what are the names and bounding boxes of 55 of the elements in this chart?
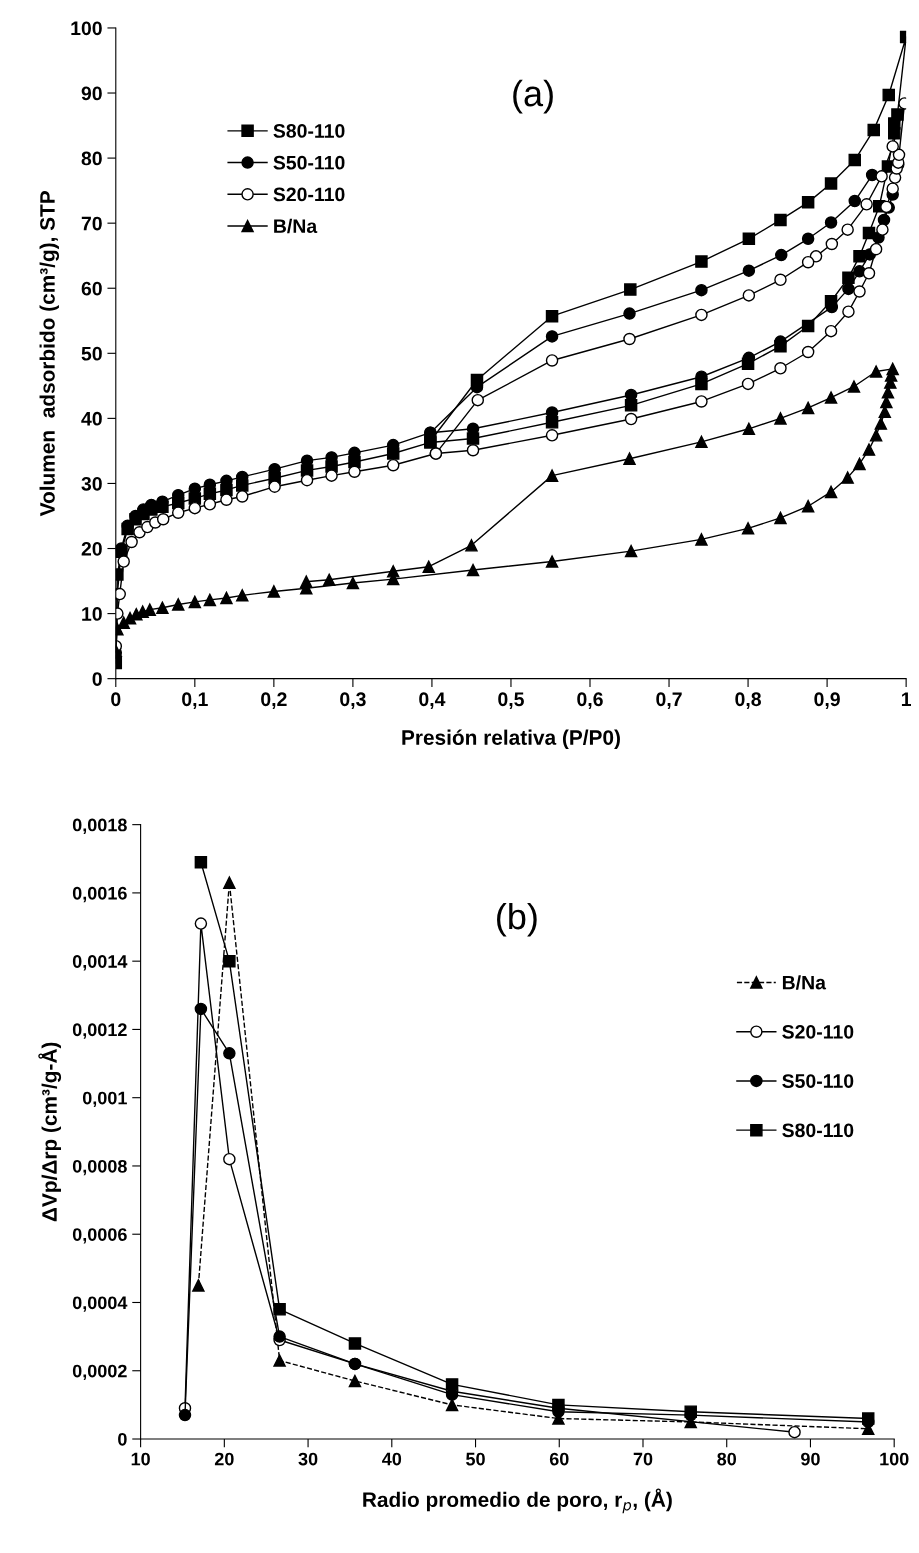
- y-tick-label: 40: [81, 411, 102, 426]
- x-tick-label: 60: [549, 1452, 569, 1466]
- legend-label: S20-110: [782, 1024, 854, 1039]
- legend-label: S80-110: [782, 1123, 854, 1138]
- y-tick-label: 70: [81, 216, 102, 231]
- y-tick-label: 0,0014: [72, 955, 128, 971]
- y-tick-label: 20: [81, 541, 102, 556]
- x-tick-label: 20: [214, 1452, 234, 1466]
- y-axis-title: ΔVp/Δrp (cm³/g-Å): [38, 1042, 62, 1222]
- y-tick-label: 90: [81, 86, 102, 101]
- y-tick-label: 0,0006: [72, 1228, 127, 1244]
- y-tick-label: 80: [81, 151, 102, 166]
- x-tick-label: 1: [901, 692, 911, 706]
- y-tick-label: 0,0018: [72, 818, 127, 834]
- x-tick-label: 0,6: [577, 692, 603, 709]
- legend-label: S80-110: [273, 124, 345, 138]
- x-tick-label: 70: [633, 1452, 653, 1466]
- legend-label: B/Na: [274, 218, 318, 234]
- y-tick-label: 0,001: [82, 1091, 127, 1108]
- x-tick-label: 0,9: [814, 692, 840, 709]
- x-tick-label: 0,2: [261, 692, 287, 709]
- x-tick-label: 100: [880, 1452, 909, 1466]
- x-tick-label: 0,7: [656, 692, 682, 709]
- legend-label: S50-110: [782, 1074, 854, 1088]
- y-tick-label: 0,0016: [72, 886, 127, 903]
- x-tick-label: 0,8: [735, 692, 761, 709]
- y-axis-title: Volumen adsorbido (cm³/g), STP: [39, 191, 60, 517]
- y-tick-label: 50: [81, 346, 102, 361]
- x-tick-label: 10: [131, 1452, 150, 1466]
- x-tick-label: 0,4: [419, 692, 446, 709]
- x-tick-label: 50: [466, 1452, 485, 1466]
- y-tick-label: 0: [118, 1432, 127, 1446]
- y-tick-label: 0,0002: [72, 1364, 127, 1381]
- y-tick-label: 0,0004: [72, 1296, 128, 1312]
- x-tick-label: 0,5: [498, 692, 524, 709]
- y-tick-label: 60: [81, 281, 102, 296]
- x-tick-label: 90: [801, 1452, 820, 1466]
- annotation: (a): [513, 79, 553, 114]
- y-tick-label: 0,0012: [72, 1023, 127, 1039]
- x-tick-label: 0,3: [340, 692, 366, 709]
- legend-label: B/Na: [782, 975, 827, 990]
- y-tick-label: 30: [81, 476, 102, 491]
- legend-label: S20-110: [273, 187, 345, 202]
- x-tick-label: 0,1: [182, 692, 208, 709]
- y-tick-label: 0,0008: [72, 1159, 127, 1176]
- x-tick-label: 80: [717, 1452, 737, 1466]
- x-axis-title: Presión relativa (P/P0): [402, 729, 620, 750]
- x-axis-title: Radio promedio de poro, r$_{p}$, (Å): [363, 1488, 672, 1514]
- annotation: (b): [497, 902, 537, 937]
- x-tick-label: 40: [382, 1452, 402, 1466]
- x-tick-label: 30: [298, 1452, 318, 1466]
- y-tick-label: 100: [71, 21, 102, 36]
- legend-label: S50-110: [273, 155, 345, 170]
- y-tick-label: 10: [82, 607, 102, 621]
- y-tick-label: 0: [92, 672, 102, 686]
